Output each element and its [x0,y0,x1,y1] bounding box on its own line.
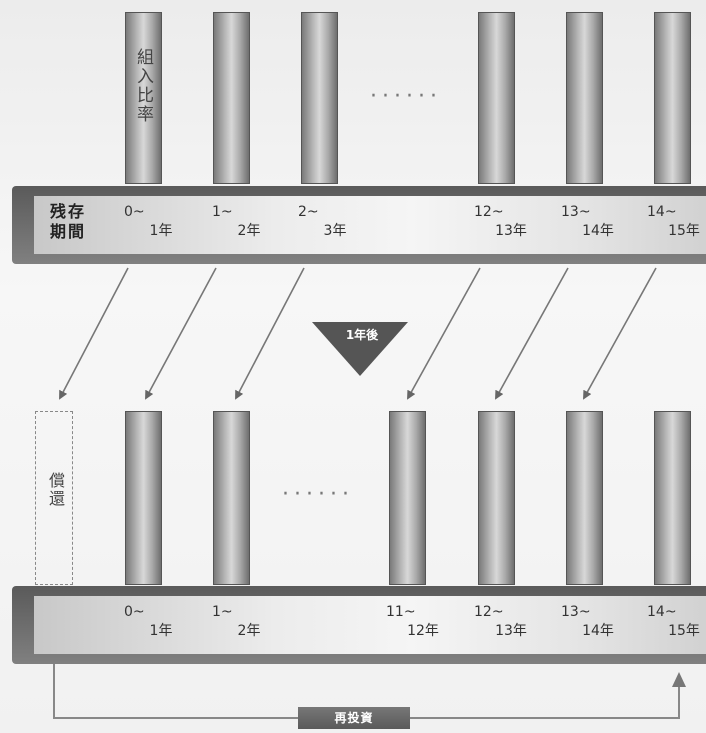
tick-start: 0~ [124,204,145,220]
tick-start: 14~ [647,204,677,220]
bottom-tick-4: 13~ 14年 [557,603,627,641]
axis-label-line2: 期間 [50,222,87,241]
bottom-tick-3: 12~ 13年 [470,603,540,641]
tick-end: 14年 [582,223,614,239]
one-year-later-label: 1年後 [345,328,379,342]
tick-end: 2年 [237,223,261,239]
tick-start: 14~ [647,604,677,620]
bottom-bar-13-14 [566,411,603,585]
tick-end: 15年 [668,623,700,639]
tick-end: 3年 [323,223,347,239]
top-bar-1-2 [213,12,250,184]
bottom-bar-11-12 [389,411,426,585]
bottom-ellipsis: ······ [282,482,354,507]
top-ellipsis: ······ [370,84,442,109]
top-bar-2-3 [301,12,338,184]
tick-start: 12~ [474,204,504,220]
tick-end: 15年 [668,223,700,239]
bar-label-composition-ratio: 組入比率 [133,48,153,124]
top-tick-2: 2~ 3年 [294,203,364,241]
redeemed-slot [35,411,73,585]
top-tick-1: 1~ 2年 [208,203,278,241]
redemption-label: 償還 [46,472,65,508]
top-tick-0: 0~ 1年 [120,203,190,241]
tick-end: 13年 [495,223,527,239]
tick-start: 0~ [124,604,145,620]
tick-start: 1~ [212,604,233,620]
reinvest-arrowhead [672,672,686,687]
tick-end: 1年 [149,623,173,639]
shift-arrow-14 [583,267,657,400]
top-bar-12-13 [478,12,515,184]
bottom-bar-12-13 [478,411,515,585]
bottom-bar-14-15 [654,411,691,585]
top-bar-13-14 [566,12,603,184]
top-maturity-band [12,186,706,264]
tick-end: 2年 [237,623,261,639]
bottom-bar-0-1 [125,411,162,585]
tick-start: 1~ [212,204,233,220]
reinvest-label: 再投資 [298,707,410,729]
top-bar-0-1 [125,12,162,184]
one-year-later-triangle [312,322,408,376]
bottom-band-inner [34,596,706,654]
shift-arrow-1 [145,267,217,400]
tick-end: 1年 [149,223,173,239]
axis-label-remaining-period: 残存 期間 [50,202,110,242]
shift-arrow-2 [235,267,305,400]
tick-start: 11~ [386,604,416,620]
bottom-bar-1-2 [213,411,250,585]
tick-end: 14年 [582,623,614,639]
bottom-tick-2: 11~ 12年 [382,603,452,641]
top-tick-3: 12~ 13年 [470,203,540,241]
tick-start: 2~ [298,204,319,220]
top-bar-14-15 [654,12,691,184]
tick-end: 12年 [407,623,439,639]
shift-arrow-0 [59,267,129,400]
bottom-tick-1: 1~ 2年 [208,603,278,641]
tick-start: 13~ [561,204,591,220]
axis-label-line1: 残存 [50,202,87,221]
top-tick-5: 14~ 15年 [643,203,706,241]
bottom-tick-0: 0~ 1年 [120,603,190,641]
tick-end: 13年 [495,623,527,639]
shift-arrow-12 [407,267,481,400]
tick-start: 12~ [474,604,504,620]
top-band-inner [34,196,706,254]
top-tick-4: 13~ 14年 [557,203,627,241]
tick-start: 13~ [561,604,591,620]
bottom-tick-5: 14~ 15年 [643,603,706,641]
shift-arrow-13 [495,267,569,400]
bottom-maturity-band [12,586,706,664]
